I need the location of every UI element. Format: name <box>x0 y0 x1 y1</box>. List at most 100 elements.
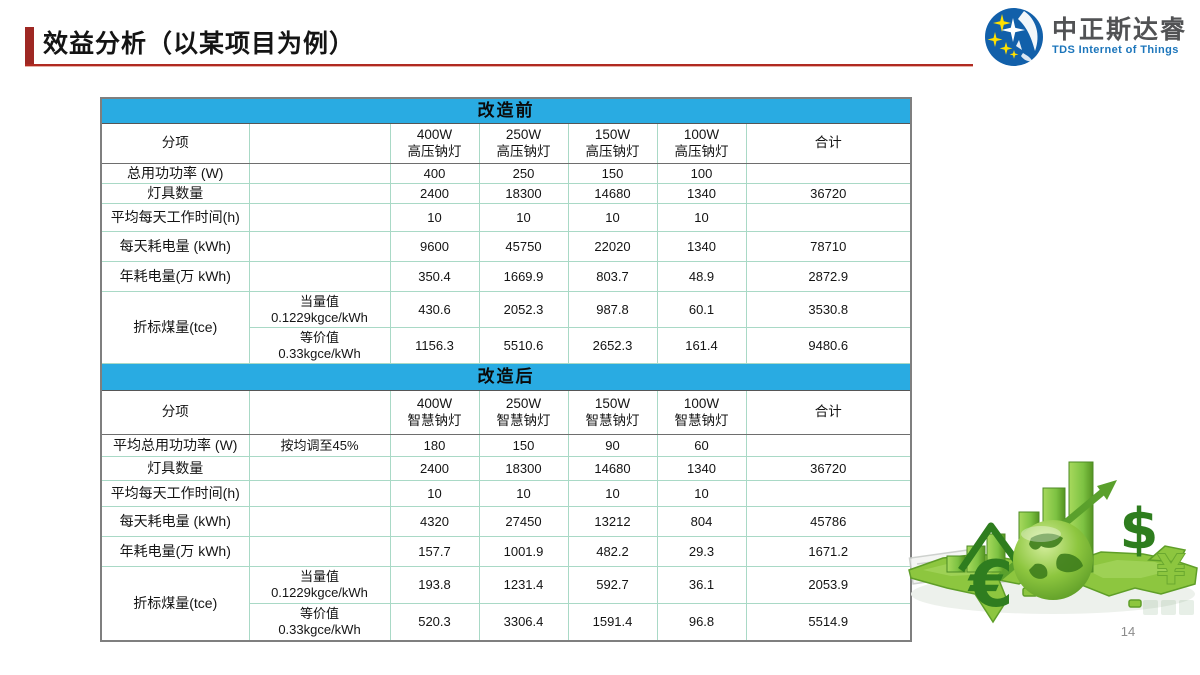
value-cell: 430.6 <box>389 291 480 328</box>
value-cell <box>745 480 912 507</box>
row-sublabel <box>248 536 391 567</box>
value-cell: 36.1 <box>656 566 747 604</box>
row-sublabel: 等价值 0.33kgce/kWh <box>248 327 391 364</box>
value-cell: 1340 <box>656 183 747 204</box>
table-row: 折标煤量(tce) 当量值 0.1229kgce/kWh 193.8 1231.4 592… <box>100 566 912 641</box>
table-row: 灯具数量 2400 18300 14680 1340 36720 <box>100 456 912 481</box>
value-cell: 9600 <box>389 231 480 262</box>
row-label: 每天耗电量 (kWh) <box>100 506 250 537</box>
value-cell: 2053.9 <box>745 566 912 604</box>
row-label: 总用功功率 (W) <box>100 163 250 184</box>
value-cell: 18300 <box>478 456 569 481</box>
table-row: 每天耗电量 (kWh) 4320 27450 13212 804 45786 <box>100 506 912 537</box>
value-cell: 987.8 <box>567 291 658 328</box>
logo-globe-icon <box>985 8 1043 66</box>
dollar-icon: $ <box>1120 497 1159 562</box>
column-header: 400W 高压钠灯 <box>389 123 480 164</box>
value-cell: 1591.4 <box>567 603 658 641</box>
value-cell: 100 <box>656 163 747 184</box>
value-cell: 1671.2 <box>745 536 912 567</box>
row-sublabel: 当量值 0.1229kgce/kWh <box>248 291 391 328</box>
value-cell: 10 <box>478 203 569 232</box>
value-cell: 157.7 <box>389 536 480 567</box>
row-label: 平均每天工作时间(h) <box>100 480 250 507</box>
value-cell: 2052.3 <box>478 291 569 328</box>
value-cell: 18300 <box>478 183 569 204</box>
value-cell: 48.9 <box>656 261 747 292</box>
column-header: 250W 智慧钠灯 <box>478 390 569 435</box>
row-sublabel <box>248 231 391 262</box>
value-cell: 482.2 <box>567 536 658 567</box>
watermark <box>1143 600 1194 615</box>
row-sublabel: 按均调至45% <box>248 434 391 457</box>
peak-line <box>958 522 1020 572</box>
value-cell <box>745 434 912 457</box>
page-title: 效益分析（以某项目为例） <box>43 30 356 58</box>
header-row: 分项 400W 高压钠灯 250W 高压钠灯 150W 高压钠灯 100W 高压钠灯 合计 <box>100 123 912 164</box>
section-banner-before: 改造前 <box>100 97 912 124</box>
value-cell: 1001.9 <box>478 536 569 567</box>
value-cell: 60 <box>656 434 747 457</box>
logo-text: 中正斯达睿 TDS Internet of Things <box>1052 17 1187 57</box>
value-cell: 14680 <box>567 183 658 204</box>
column-header: 分项 <box>100 123 250 164</box>
globe-icon <box>1013 520 1093 600</box>
row-sublabel <box>248 456 391 481</box>
value-cell: 150 <box>567 163 658 184</box>
value-cell: 250 <box>478 163 569 184</box>
yen-icon: ¥ <box>1156 545 1185 594</box>
row-sublabel: 当量值 0.1229kgce/kWh <box>248 566 391 604</box>
value-cell <box>745 203 912 232</box>
value-cell: 29.3 <box>656 536 747 567</box>
row-label: 平均每天工作时间(h) <box>100 203 250 232</box>
table-row: 每天耗电量 (kWh) 9600 45750 22020 1340 78710 <box>100 231 912 262</box>
row-sublabel <box>248 163 391 184</box>
value-cell: 1340 <box>656 231 747 262</box>
column-header: 100W 高压钠灯 <box>656 123 747 164</box>
value-cell: 10 <box>389 480 480 507</box>
row-label: 折标煤量(tce) <box>100 566 250 641</box>
logo-tagline: TDS Internet of Things <box>1052 44 1179 57</box>
value-cell: 400 <box>389 163 480 184</box>
table-row: 年耗电量(万 kWh) 157.7 1001.9 482.2 29.3 1671.2 <box>100 536 912 567</box>
value-cell: 78710 <box>745 231 912 262</box>
value-cell: 520.3 <box>389 603 480 641</box>
row-sublabel <box>248 261 391 292</box>
value-cell: 96.8 <box>656 603 747 641</box>
row-sublabel <box>248 183 391 204</box>
value-cell: 2400 <box>389 183 480 204</box>
table-row: 等价值 0.33kgce/kWh 520.3 3306.4 1591.4 96.8 5514… <box>101 603 912 641</box>
row-sublabel <box>248 203 391 232</box>
value-cell: 14680 <box>567 456 658 481</box>
table-row: 等价值 0.33kgce/kWh 1156.3 5510.6 2652.3 161.4 94… <box>101 327 912 364</box>
benefit-table: 改造前 分项 400W 高压钠灯 250W 高压钠灯 150W 高压钠灯 100W 高压钠灯 合计总… <box>100 97 912 642</box>
header-row: 分项 400W 智慧钠灯 250W 智慧钠灯 150W 智慧钠灯 100W 智慧钠灯 合计 <box>100 390 912 435</box>
value-cell: 60.1 <box>656 291 747 328</box>
value-cell: 27450 <box>478 506 569 537</box>
value-cell: 45750 <box>478 231 569 262</box>
column-header: 150W 智慧钠灯 <box>567 390 658 435</box>
value-cell: 10 <box>478 480 569 507</box>
table-row: 灯具数量 2400 18300 14680 1340 36720 <box>100 183 912 204</box>
title-accent-bar <box>25 27 34 64</box>
column-header: 250W 高压钠灯 <box>478 123 569 164</box>
value-cell: 10 <box>656 203 747 232</box>
value-cell: 1231.4 <box>478 566 569 604</box>
value-cell: 9480.6 <box>745 327 912 364</box>
column-header: 400W 智慧钠灯 <box>389 390 480 435</box>
row-label: 平均总用功功率 (W) <box>100 434 250 457</box>
value-cell: 592.7 <box>567 566 658 604</box>
euro-icon: € <box>967 548 1014 622</box>
value-cell: 13212 <box>567 506 658 537</box>
value-cell: 45786 <box>745 506 912 537</box>
table-row: 折标煤量(tce) 当量值 0.1229kgce/kWh 430.6 2052.3 987… <box>100 291 912 364</box>
table-row: 总用功功率 (W) 400 250 150 100 <box>100 163 912 184</box>
value-cell: 5510.6 <box>478 327 569 364</box>
row-sublabel: 等价值 0.33kgce/kWh <box>248 603 391 641</box>
value-cell: 161.4 <box>656 327 747 364</box>
table-row: 平均总用功功率 (W) 按均调至45% 180 150 90 60 <box>100 434 912 457</box>
value-cell: 2400 <box>389 456 480 481</box>
value-cell: 3306.4 <box>478 603 569 641</box>
company-logo: 中正斯达睿 TDS Internet of Things <box>983 6 1187 68</box>
